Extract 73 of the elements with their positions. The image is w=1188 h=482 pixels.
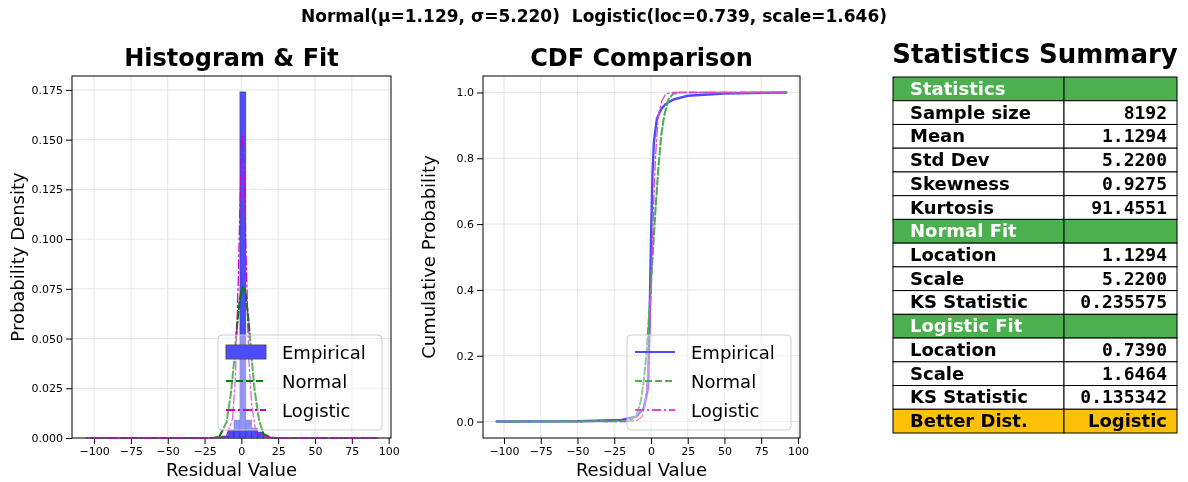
text: 5.2200 [1101, 267, 1167, 289]
legend-label: Normal [691, 371, 757, 392]
x-tick-label: 75 [754, 444, 769, 458]
text: 0.235575 [1080, 291, 1167, 313]
x-axis-title: Residual Value [165, 459, 298, 480]
y-axis-title: Probability Density [7, 172, 28, 342]
text: 91.4551 [1091, 196, 1167, 218]
x-tick-label: 25 [681, 444, 696, 458]
y-tick-label: 0.175 [31, 83, 63, 97]
legend-label: Normal [282, 371, 348, 392]
text: Kurtosis [910, 196, 994, 218]
text: 1.1294 [1101, 244, 1167, 265]
x-tick-label: 50 [308, 444, 323, 458]
text: Sample size [910, 101, 1031, 123]
x-tick-label: −50 [566, 444, 590, 458]
legend-label: Logistic [282, 400, 351, 421]
x-tick-label: 0 [238, 444, 246, 458]
text: Skewness [910, 172, 1010, 194]
text: Location [910, 244, 997, 265]
y-axis-title: Cumulative Probability [418, 154, 439, 359]
text: 8192 [1123, 101, 1167, 123]
y-tick-label: 0.4 [456, 283, 474, 297]
text: Logistic [1087, 410, 1167, 432]
text: KS Statistic [910, 291, 1028, 313]
x-tick-label: 0 [647, 444, 655, 458]
chart-title: CDF Comparison [530, 44, 753, 72]
x-tick-label: 100 [787, 444, 809, 458]
text: Better Dist. [910, 410, 1028, 432]
text: 5.2200 [1101, 149, 1167, 171]
x-tick-label: −50 [156, 444, 180, 458]
y-tick-label: 0.2 [456, 349, 474, 363]
x-tick-label: −75 [119, 444, 144, 458]
legend-label: Empirical [691, 342, 775, 363]
y-tick-label: 0.0 [456, 415, 474, 429]
text: Mean [910, 125, 966, 147]
y-tick-label: 1.0 [456, 86, 474, 100]
x-tick-label: −100 [489, 444, 520, 458]
y-tick-label: 0.075 [31, 282, 63, 296]
y-tick-label: 0.6 [456, 218, 474, 232]
x-axis-title: Residual Value [575, 459, 708, 480]
y-tick-label: 0.100 [31, 233, 63, 247]
x-tick-label: 100 [378, 444, 400, 458]
text: Statistics Summary [892, 39, 1178, 69]
text: 0.135342 [1080, 386, 1167, 408]
y-tick-label: 0.150 [31, 133, 63, 147]
text: Normal(μ=1.129, σ=5.220) Logistic(loc=0.739, scale=1.646) [300, 6, 888, 26]
text: Statistics [910, 77, 1006, 99]
text: Scale [910, 362, 965, 384]
text: Location [910, 338, 997, 360]
y-tick-label: 0.8 [456, 152, 474, 166]
legend-label: Empirical [282, 342, 366, 363]
text: 0.9275 [1101, 172, 1167, 194]
text: 1.1294 [1101, 125, 1167, 147]
y-tick-label: 0.050 [31, 332, 63, 346]
x-tick-label: −25 [603, 444, 627, 458]
y-tick-label: 0.000 [31, 432, 63, 446]
text: 0.7390 [1101, 338, 1167, 360]
legend-label: Logistic [691, 400, 760, 421]
text: Scale [910, 267, 965, 289]
x-tick-label: −75 [529, 444, 553, 458]
x-tick-label: 50 [717, 444, 732, 458]
text: Normal Fit [910, 220, 1017, 242]
x-tick-label: −25 [193, 444, 217, 458]
text: Std Dev [910, 149, 990, 171]
text: 1.6464 [1101, 362, 1167, 384]
x-tick-label: 75 [345, 444, 360, 458]
x-tick-label: −100 [79, 444, 110, 458]
x-tick-label: 25 [271, 444, 286, 458]
text: KS Statistic [910, 386, 1028, 408]
y-tick-label: 0.025 [31, 382, 63, 396]
chart-title: Histogram & Fit [124, 44, 339, 72]
text: Logistic Fit [910, 315, 1023, 337]
y-tick-label: 0.125 [31, 183, 63, 197]
